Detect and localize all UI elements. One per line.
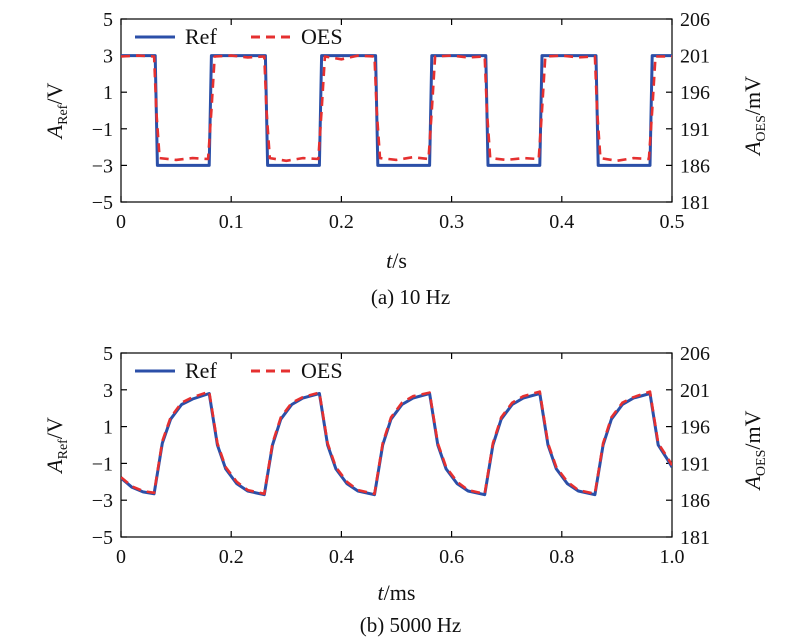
panel-caption: (b) 5000 Hz xyxy=(360,613,461,637)
y-right-tick-label: 181 xyxy=(680,192,710,214)
plot-frame xyxy=(120,352,673,538)
y-left-tick-label: −1 xyxy=(92,453,113,475)
legend-label-ref: Ref xyxy=(185,358,217,383)
y-right-tick-label: 206 xyxy=(680,9,710,31)
y-right-tick-label: 196 xyxy=(680,417,710,439)
y-right-tick-label: 191 xyxy=(680,119,710,141)
y-left-tick-label: −5 xyxy=(92,192,113,214)
x-tick-label: 0.3 xyxy=(439,211,464,233)
y-right-tick-label: 186 xyxy=(680,155,710,177)
x-axis-label: t/ms xyxy=(378,580,416,605)
y-right-axis-label: AOES/mV xyxy=(740,76,769,157)
panel-b-5000hz: 0 0.2 0.4 0.6 0.8 1.0 5 3 1 −1 −3 −5 206 201 196 191 186… xyxy=(42,343,769,637)
legend-label-ref: Ref xyxy=(185,24,217,49)
y-left-tick-label: −3 xyxy=(92,490,113,512)
y-left-tick-label: 1 xyxy=(103,82,113,104)
plot-frame xyxy=(120,18,673,203)
legend-label-oes: OES xyxy=(301,358,343,383)
panel-caption: (a) 10 Hz xyxy=(371,285,450,309)
x-tick-label: 0.4 xyxy=(329,546,354,568)
y-right-tick-label: 201 xyxy=(680,380,710,402)
y-left-tick-label: 5 xyxy=(103,9,113,31)
y-right-tick-label: 191 xyxy=(680,453,710,475)
y-right-tick-label: 206 xyxy=(680,343,710,365)
y-left-tick-label: −5 xyxy=(92,527,113,549)
y-right-tick-label: 196 xyxy=(680,82,710,104)
x-tick-label: 0.2 xyxy=(329,211,354,233)
y-right-tick-label: 181 xyxy=(680,527,710,549)
y-left-tick-label: 3 xyxy=(103,46,113,68)
legend-label-oes: OES xyxy=(301,24,343,49)
x-tick-label: 0.2 xyxy=(219,546,244,568)
y-left-axis-label: ARef/V xyxy=(42,83,71,141)
x-tick-label: 0.6 xyxy=(439,546,464,568)
panel-a-10hz: 0 0.1 0.2 0.3 0.4 0.5 5 3 1 −1 −3 −5 206 201 196 191 186… xyxy=(42,9,769,309)
y-right-tick-label: 186 xyxy=(680,490,710,512)
series-line-oes xyxy=(121,390,672,496)
y-left-tick-label: −3 xyxy=(92,155,113,177)
x-tick-label: 0.1 xyxy=(219,211,244,233)
y-left-tick-label: 3 xyxy=(103,380,113,402)
x-tick-label: 0.4 xyxy=(549,211,574,233)
x-tick-label: 0 xyxy=(116,546,126,568)
y-left-axis-label: ARef/V xyxy=(42,417,71,475)
x-tick-label: 0 xyxy=(116,211,126,233)
series-line-ref xyxy=(121,54,672,167)
y-left-tick-label: 1 xyxy=(103,417,113,439)
y-left-tick-label: −1 xyxy=(92,119,113,141)
x-tick-label: 0.8 xyxy=(549,546,574,568)
y-right-tick-label: 201 xyxy=(680,46,710,68)
x-tick-label: 1.0 xyxy=(660,546,685,568)
series-line-oes xyxy=(121,54,672,163)
y-left-tick-label: 5 xyxy=(103,343,113,365)
x-axis-label: t/s xyxy=(386,248,407,273)
y-right-axis-label: AOES/mV xyxy=(740,410,769,491)
x-tick-label: 0.5 xyxy=(660,211,685,233)
